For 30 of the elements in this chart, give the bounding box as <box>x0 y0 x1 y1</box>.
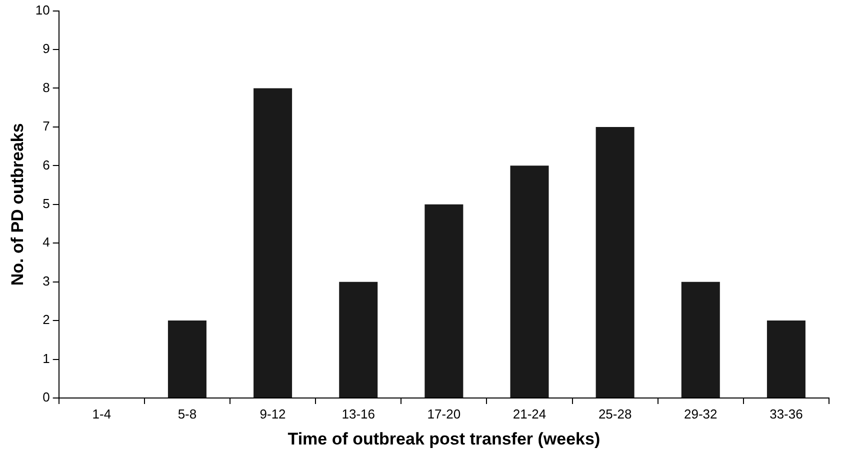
x-tick-label: 17-20 <box>427 406 461 422</box>
y-tick-label: 5 <box>42 196 50 211</box>
y-tick-label: 2 <box>42 312 50 328</box>
y-tick-label: 10 <box>35 2 50 18</box>
bar <box>510 166 549 398</box>
y-tick-label: 3 <box>42 273 50 288</box>
y-tick-label: 9 <box>42 41 50 56</box>
y-tick-label: 4 <box>42 234 50 250</box>
x-tick-label: 9-12 <box>260 406 286 422</box>
y-axis-title: No. of PD outbreaks <box>8 123 27 286</box>
y-tick-label: 6 <box>42 157 50 172</box>
bar <box>254 88 292 398</box>
bar <box>424 204 464 398</box>
bar <box>168 320 206 398</box>
bar <box>339 282 378 398</box>
x-tick-label: 5-8 <box>178 406 197 422</box>
x-tick-label: 1-4 <box>92 406 112 422</box>
y-tick-label: 7 <box>42 118 50 134</box>
x-tick-label: 29-32 <box>684 406 718 422</box>
bar <box>766 320 806 398</box>
x-tick-label: 33-36 <box>770 406 803 422</box>
y-tick-label: 0 <box>42 390 50 405</box>
bar <box>681 282 720 398</box>
x-tick-label: 25-28 <box>598 406 632 422</box>
x-axis-title: Time of outbreak post transfer (weeks) <box>288 429 600 448</box>
x-tick-label: 13-16 <box>342 406 375 422</box>
x-tick-label: 21-24 <box>512 406 546 422</box>
bar <box>596 126 634 398</box>
y-tick-label: 8 <box>42 80 50 95</box>
y-tick-label: 1 <box>42 350 50 366</box>
